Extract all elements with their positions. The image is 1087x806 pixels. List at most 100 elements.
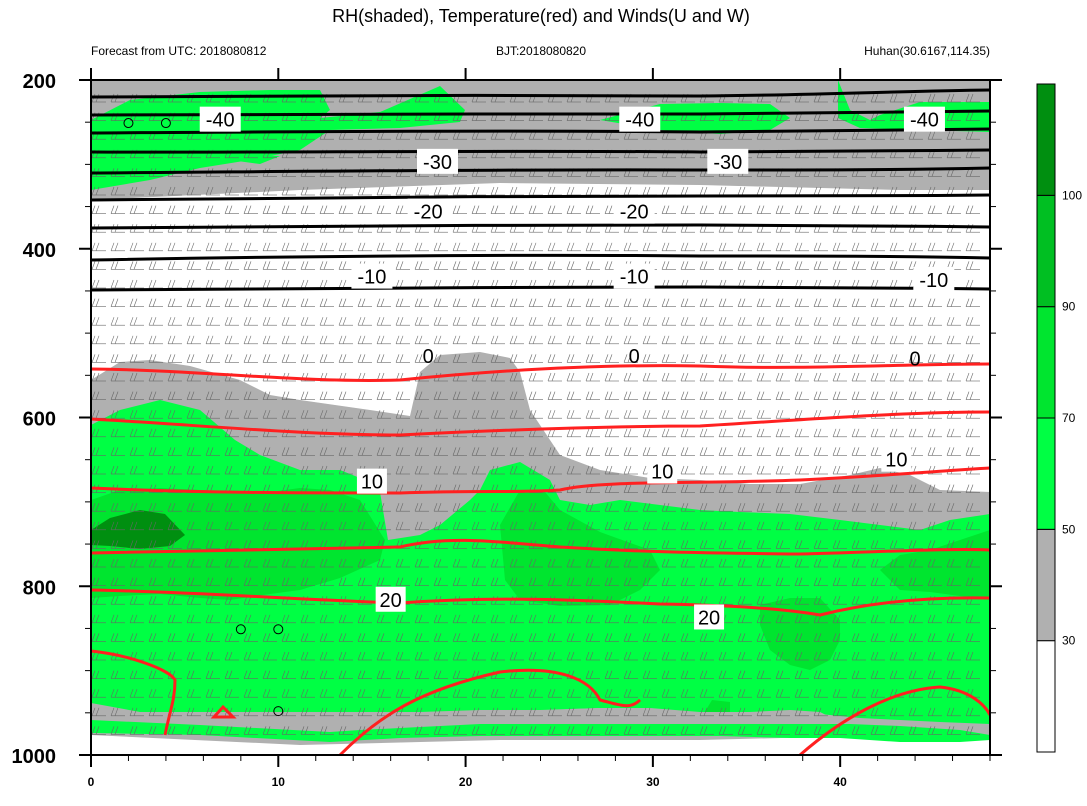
wind-barb bbox=[737, 372, 752, 382]
wind-barb bbox=[262, 503, 277, 512]
wind-barb bbox=[262, 689, 277, 698]
wind-barb bbox=[832, 558, 847, 568]
wind-barb bbox=[623, 558, 638, 568]
wind-barb bbox=[661, 298, 676, 307]
wind-barb bbox=[718, 503, 733, 512]
contour-label-box bbox=[647, 458, 678, 484]
wind-barb bbox=[243, 614, 258, 624]
wind-barb bbox=[281, 242, 296, 252]
wind-barb bbox=[908, 633, 923, 642]
right-subtitle: Huhan(30.6167,114.35) bbox=[864, 44, 990, 58]
colorbar-label: 30 bbox=[1062, 634, 1076, 648]
wind-barb bbox=[718, 465, 733, 475]
wind-barb bbox=[547, 242, 562, 252]
wind-barb bbox=[452, 317, 467, 326]
contour-label-box bbox=[707, 148, 749, 174]
wind-barb bbox=[623, 689, 638, 698]
wind-barb bbox=[547, 726, 562, 735]
wind-barb bbox=[224, 335, 239, 345]
wind-barb bbox=[661, 317, 676, 326]
wind-barb bbox=[699, 335, 714, 345]
wind-barb bbox=[794, 484, 809, 493]
wind-barb bbox=[756, 205, 771, 214]
wind-barb bbox=[528, 317, 543, 326]
wind-barb bbox=[965, 317, 980, 326]
wind-barb bbox=[756, 577, 771, 586]
wind-barb bbox=[129, 596, 144, 605]
wind-barb bbox=[452, 558, 467, 568]
wind-barb bbox=[547, 503, 562, 512]
wind-barb bbox=[224, 689, 239, 698]
wind-barb bbox=[680, 242, 695, 252]
wind-barb bbox=[528, 372, 543, 382]
wind-barb bbox=[642, 372, 657, 382]
wind-barb bbox=[148, 633, 163, 642]
wind-barb bbox=[642, 558, 657, 568]
wind-barb bbox=[300, 391, 315, 400]
wind-barb bbox=[642, 503, 657, 512]
wind-barb bbox=[775, 614, 790, 624]
colorbar-segment bbox=[1036, 528, 1056, 642]
wind-barb bbox=[319, 391, 334, 400]
wind-barb bbox=[262, 261, 277, 270]
wind-barb bbox=[946, 335, 961, 345]
wind-barb bbox=[680, 391, 695, 400]
wind-barb bbox=[965, 354, 980, 363]
wind-barb bbox=[851, 261, 866, 270]
wind-barb bbox=[832, 335, 847, 345]
wind-barb bbox=[338, 317, 353, 326]
wind-barb bbox=[281, 633, 296, 642]
wind-barb bbox=[376, 689, 391, 698]
wind-barb bbox=[414, 298, 429, 307]
wind-barb bbox=[756, 689, 771, 698]
wind-barb bbox=[300, 242, 315, 252]
wind-barb bbox=[395, 558, 410, 568]
wind-barb bbox=[908, 372, 923, 382]
wind-barb bbox=[186, 372, 201, 382]
wind-barb bbox=[319, 242, 334, 252]
wind-barb bbox=[965, 521, 980, 531]
wind-barb bbox=[509, 372, 524, 382]
wind-barb bbox=[851, 633, 866, 642]
wind-barb bbox=[832, 689, 847, 698]
wind-barb bbox=[262, 298, 277, 307]
calm-circle bbox=[273, 624, 284, 635]
wind-barb bbox=[756, 428, 771, 438]
wind-barb bbox=[547, 577, 562, 586]
wind-barb bbox=[224, 465, 239, 475]
wind-barb bbox=[129, 614, 144, 624]
wind-barb bbox=[338, 558, 353, 568]
wind-barb bbox=[433, 670, 448, 679]
wind-barb bbox=[262, 391, 277, 400]
wind-barb bbox=[452, 465, 467, 475]
wind-barb bbox=[262, 317, 277, 326]
wind-barb bbox=[718, 354, 733, 363]
wind-barb bbox=[737, 242, 752, 252]
wind-barb bbox=[794, 372, 809, 382]
wind-barb bbox=[452, 670, 467, 679]
wind-barb bbox=[604, 521, 619, 531]
wind-barb bbox=[490, 503, 505, 512]
wind-barb bbox=[870, 261, 885, 270]
wind-barb bbox=[908, 242, 923, 252]
wind-barb bbox=[680, 335, 695, 345]
wind-barb bbox=[908, 670, 923, 679]
wind-barb bbox=[262, 726, 277, 735]
wind-barb bbox=[756, 596, 771, 605]
wind-barb bbox=[338, 447, 353, 456]
wind-barb bbox=[91, 633, 106, 642]
wind-barb bbox=[224, 205, 239, 214]
wind-barb bbox=[946, 93, 961, 103]
wind-barb bbox=[91, 521, 106, 531]
wind-barb bbox=[319, 279, 334, 289]
wind-barb bbox=[946, 726, 961, 735]
wind-barb bbox=[585, 335, 600, 345]
wind-barb bbox=[623, 410, 638, 419]
wind-barb bbox=[186, 447, 201, 456]
wind-barb bbox=[357, 689, 372, 698]
wind-barb bbox=[281, 707, 296, 717]
wind-barb bbox=[699, 670, 714, 679]
wind-barb bbox=[870, 614, 885, 624]
wind-barb bbox=[148, 689, 163, 698]
wind-barb bbox=[927, 131, 942, 140]
